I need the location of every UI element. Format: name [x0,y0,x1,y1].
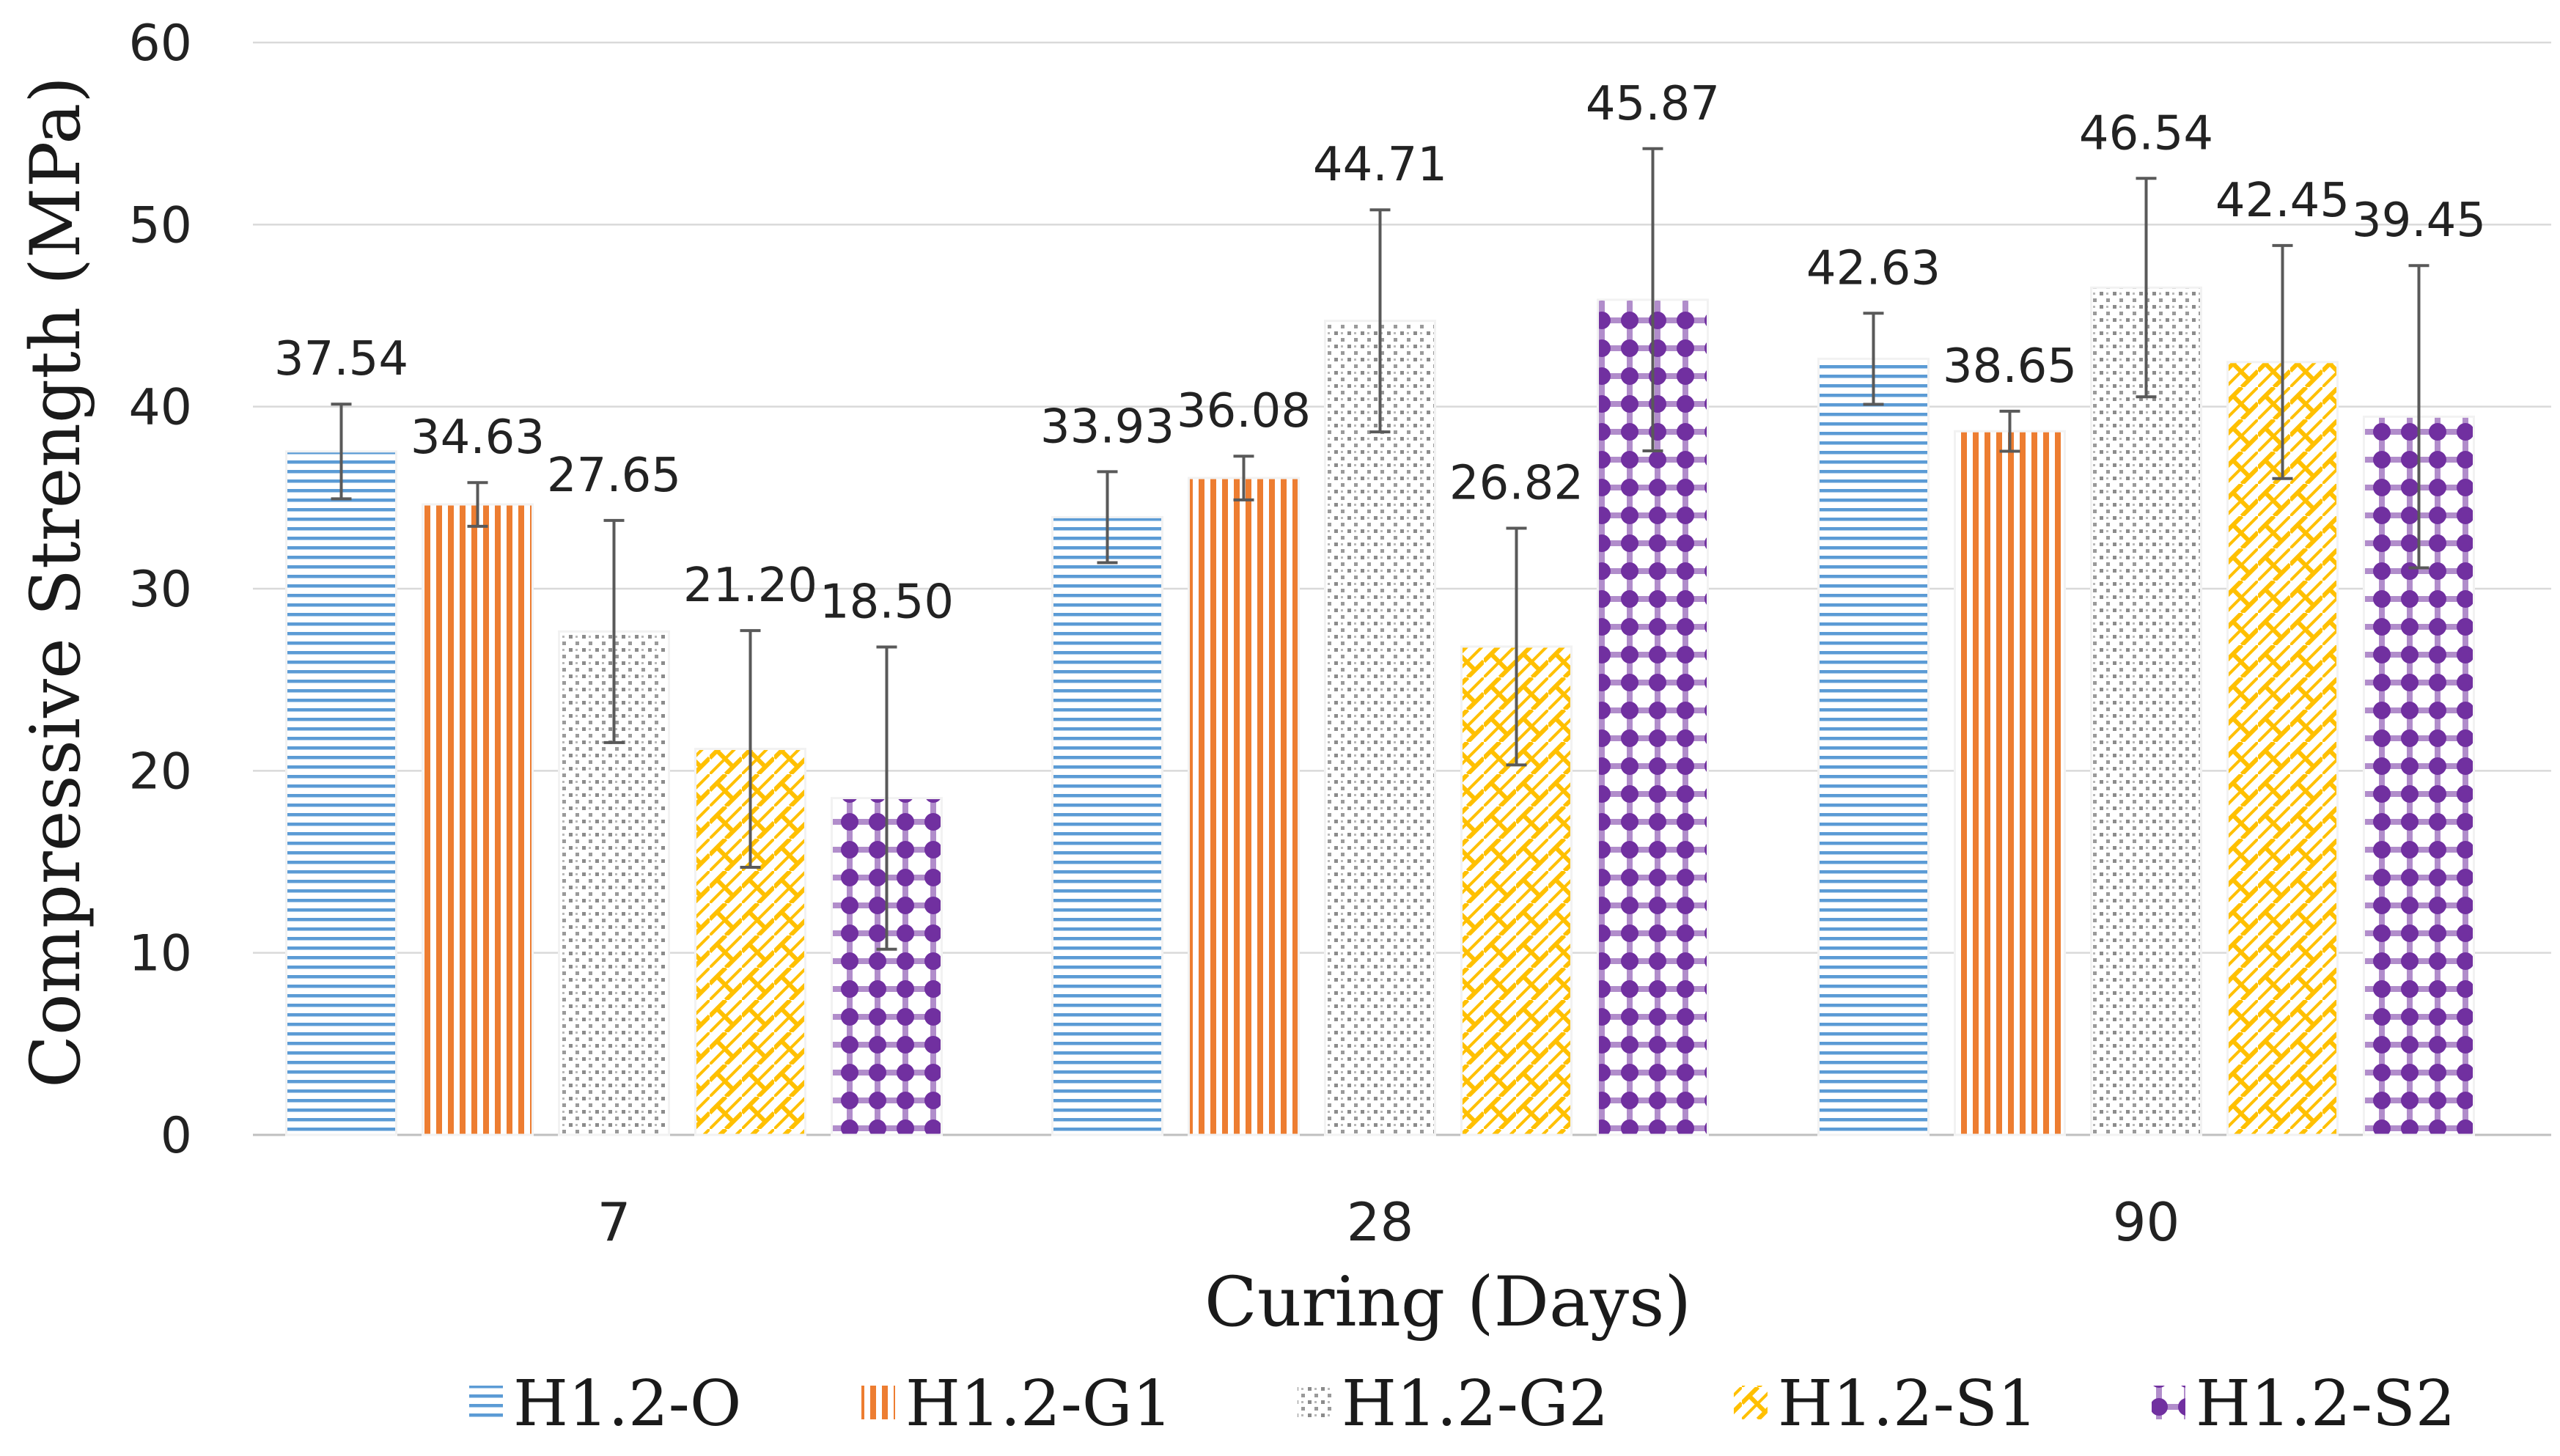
y-tick-label: 60 [128,15,192,73]
legend-label: H1.2-G1 [905,1367,1172,1441]
y-axis-title: Compressive Strength (MPa) [16,76,96,1088]
y-tick-label: 50 [128,196,192,254]
y-tick-label: 30 [128,561,192,619]
x-axis-title: Curing (Days) [1204,1262,1691,1342]
legend-swatch-h12-o [469,1386,503,1419]
legend-swatch-h12-g1 [861,1386,895,1419]
data-label: 27.65 [547,449,681,503]
data-label: 46.54 [2079,106,2213,161]
bar-h12-g1-day-90 [1954,430,2066,1136]
x-tick-label: 7 [597,1191,631,1253]
bar-h12-g2-day-90 [2090,286,2202,1136]
y-tick-label: 40 [128,379,192,437]
data-label: 38.65 [1943,339,2077,394]
x-tick-label: 90 [2113,1191,2180,1253]
data-label: 33.93 [1040,400,1174,454]
legend-label: H1.2-O [513,1367,741,1441]
data-label: 42.45 [2215,174,2350,228]
y-axis-ticks: 0 10 20 30 40 50 60 [128,15,192,1165]
bar-h12-s1-day-90 [2226,361,2339,1136]
bar-h12-o-day-7 [285,450,397,1136]
y-tick-label: 10 [128,925,192,983]
bar-h12-g2-day-28 [1324,320,1436,1136]
bar-h12-g1-day-28 [1188,477,1300,1136]
legend-label: H1.2-S1 [1778,1367,2037,1441]
data-label: 34.63 [411,411,545,465]
legend-swatch-h12-g2 [1298,1386,1331,1419]
x-tick-label: 28 [1347,1191,1414,1253]
data-label: 36.08 [1177,384,1311,438]
data-label: 42.63 [1806,241,1941,295]
bar-h12-o-day-90 [1817,357,1930,1136]
legend-label: H1.2-G2 [1342,1367,1608,1441]
error-bars [331,147,2430,951]
data-label: 44.71 [1313,138,1447,192]
y-tick-label: 20 [128,743,192,801]
data-label: 39.45 [2352,194,2486,248]
bar-series [285,286,2475,1136]
x-axis-ticks: 7 28 90 [597,1191,2180,1253]
legend-swatch-h12-s1 [1734,1386,1768,1419]
legend-label: H1.2-S2 [2196,1367,2455,1441]
y-tick-label: 0 [161,1107,192,1165]
data-label: 21.20 [683,559,817,613]
data-label: 45.87 [1586,77,1720,131]
bar-h12-g1-day-7 [422,503,534,1136]
data-label: 26.82 [1449,457,1584,511]
data-label: 37.54 [274,332,408,386]
legend: H1.2-O H1.2-G1 H1.2-G2 H1.2-S1 H1.2-S2 [469,1367,2455,1441]
data-label: 18.50 [820,575,954,629]
legend-swatch-h12-s2 [2152,1386,2185,1419]
bar-h12-o-day-28 [1051,515,1163,1136]
